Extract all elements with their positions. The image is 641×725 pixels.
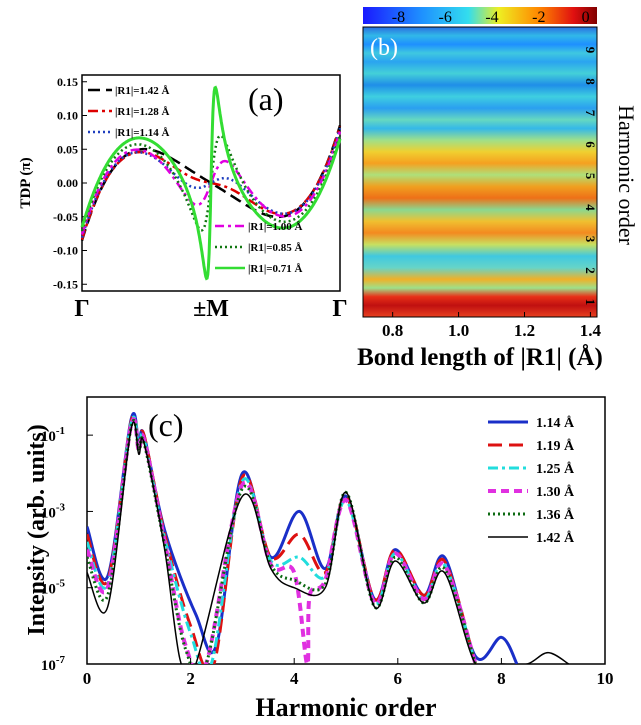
harmonic-order-label: 9 bbox=[583, 47, 598, 54]
panel-c: (c) 10-110-310-510-7 0 2 4 6 8 10 1.14 Å1.19 … bbox=[24, 396, 614, 722]
harmonic-order-label: 6 bbox=[583, 141, 598, 148]
panel-a-legend-top: |R1|=1.42 Å |R1|=1.28 Å |R1|=1.14 Å bbox=[88, 85, 170, 139]
legend-label: 1.30 Å bbox=[536, 484, 575, 500]
colorbar-tick-label: -8 bbox=[392, 9, 405, 26]
panel-b-x-axis-label: Bond length of |R1| (Å) bbox=[357, 343, 603, 371]
legend-label: 1.14 Å bbox=[536, 415, 575, 431]
x-tick-label: ±M bbox=[193, 296, 229, 322]
harmonic-order-label: 1 bbox=[583, 299, 598, 306]
intensity-curve bbox=[87, 417, 478, 664]
panel-c-legend: 1.14 Å 1.19 Å 1.25 Å 1.30 Å 1.36 Å 1.42 Å bbox=[488, 415, 575, 546]
y-tick-label: -0.10 bbox=[53, 244, 78, 258]
legend-label: 1.42 Å bbox=[536, 530, 575, 546]
colorbar-tick-label: -6 bbox=[439, 9, 452, 26]
panel-a: (a) TDP (π) 0.15 0.10 0.05 0.00 -0.05 -0.10 -0… bbox=[18, 74, 348, 322]
panel-b-frame bbox=[362, 26, 598, 318]
x-tick-label: Γ bbox=[74, 296, 89, 322]
harmonic-order-label: 3 bbox=[583, 236, 598, 243]
x-tick-label: 1.2 bbox=[514, 321, 535, 340]
panel-c-curves bbox=[87, 411, 570, 664]
panel-c-x-axis-label: Harmonic order bbox=[255, 693, 436, 722]
harmonic-order-label: 5 bbox=[583, 173, 598, 180]
intensity-curve bbox=[87, 415, 477, 664]
colorbar bbox=[363, 7, 597, 24]
x-tick-label: 10 bbox=[597, 669, 614, 688]
panel-c-x-ticks: 0 2 4 6 8 10 bbox=[83, 658, 614, 688]
tdp-curve bbox=[82, 131, 340, 234]
colorbar-ticks: -8 -6 -4 -2 0 bbox=[392, 9, 590, 26]
panel-b-label: (b) bbox=[370, 35, 398, 61]
x-tick-label: 0 bbox=[83, 669, 92, 688]
y-tick-label: 0.10 bbox=[57, 109, 78, 123]
y-tick-label: 0.00 bbox=[57, 176, 78, 190]
y-tick-label: 10-7 bbox=[41, 654, 66, 674]
panel-b: -8 -6 -4 -2 0 (b) 1 2 3 4 5 6 7 8 9 0.8 1.0 1.2 1.4 Bon… bbox=[357, 7, 639, 371]
panel-a-label: (a) bbox=[248, 81, 284, 117]
panel-a-x-ticks: Γ ±M Γ bbox=[74, 296, 347, 322]
x-tick-label: 1.4 bbox=[580, 321, 602, 340]
tdp-curve bbox=[82, 125, 340, 240]
colorbar-tick-label: -4 bbox=[485, 9, 498, 26]
x-tick-label: 1.0 bbox=[448, 321, 469, 340]
colorbar-tick-label: -2 bbox=[532, 9, 545, 26]
x-tick-label: Γ bbox=[332, 296, 347, 322]
legend-label: |R1|=0.71 Å bbox=[248, 263, 303, 275]
x-tick-label: 2 bbox=[186, 669, 195, 688]
heatmap-image bbox=[363, 27, 597, 317]
legend-label: 1.25 Å bbox=[536, 461, 575, 477]
x-tick-label: 4 bbox=[290, 669, 299, 688]
panel-a-curves bbox=[82, 88, 340, 279]
legend-label: 1.36 Å bbox=[536, 507, 575, 523]
panel-c-label: (c) bbox=[148, 407, 184, 443]
legend-label: |R1|=1.28 Å bbox=[115, 106, 170, 118]
x-tick-label: 8 bbox=[497, 669, 506, 688]
legend-label: |R1|=1.00 Å bbox=[248, 221, 303, 233]
harmonic-order-label: 7 bbox=[583, 110, 598, 117]
panel-a-y-ticks: 0.15 0.10 0.05 0.00 -0.05 -0.10 -0.15 bbox=[53, 75, 87, 291]
legend-label: |R1|=0.85 Å bbox=[248, 242, 303, 254]
colorbar-tick-label: 0 bbox=[582, 9, 590, 26]
y-tick-label: 0.15 bbox=[57, 75, 78, 89]
harmonic-order-label: 8 bbox=[583, 78, 598, 85]
x-tick-label: 0.8 bbox=[382, 321, 403, 340]
y-tick-label: 0.05 bbox=[57, 142, 78, 156]
y-tick-label: -0.15 bbox=[53, 277, 78, 291]
legend-label: |R1|=1.42 Å bbox=[115, 85, 170, 97]
panel-b-y-axis-label: Harmonic order bbox=[614, 105, 639, 246]
panel-a-legend-bottom: |R1|=1.00 Å |R1|=0.85 Å |R1|=0.71 Å bbox=[215, 221, 303, 275]
harmonic-order-label: 4 bbox=[583, 204, 598, 211]
panel-c-y-axis-label: Intensity (arb. units) bbox=[24, 424, 50, 635]
harmonic-order-labels: 1 2 3 4 5 6 7 8 9 bbox=[583, 47, 598, 306]
x-tick-label: 6 bbox=[394, 669, 403, 688]
intensity-curve bbox=[87, 421, 570, 664]
panel-b-x-ticks: 0.8 1.0 1.2 1.4 bbox=[382, 312, 602, 340]
intensity-curve bbox=[87, 414, 477, 664]
panel-a-y-axis-label: TDP (π) bbox=[18, 157, 34, 208]
legend-label: 1.19 Å bbox=[536, 438, 575, 454]
intensity-curve bbox=[87, 418, 477, 664]
tdp-curve bbox=[82, 88, 340, 279]
harmonic-order-label: 2 bbox=[583, 267, 598, 274]
y-tick-label: -0.05 bbox=[53, 210, 78, 224]
legend-label: |R1|=1.14 Å bbox=[115, 127, 170, 139]
